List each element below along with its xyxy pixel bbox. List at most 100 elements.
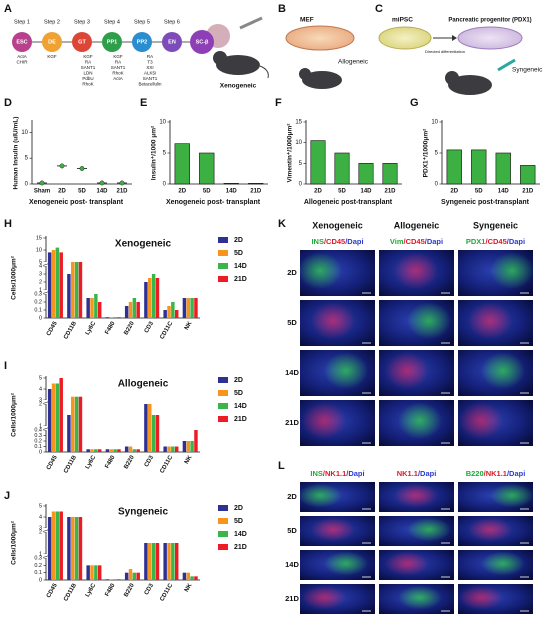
bar xyxy=(86,565,90,580)
bar xyxy=(155,415,160,452)
bar xyxy=(174,446,179,452)
x-tick-label: 21D xyxy=(522,189,534,195)
bar xyxy=(190,441,194,452)
dot xyxy=(59,163,65,169)
step-label: Step 5 xyxy=(134,19,150,25)
y-tick-label: 4 xyxy=(39,514,42,520)
bar xyxy=(132,449,137,452)
axis-break xyxy=(43,554,49,558)
stain-part: /Dapi xyxy=(507,469,525,478)
y-tick-label: 0 xyxy=(39,315,42,321)
bar xyxy=(97,565,102,580)
axis-break xyxy=(43,528,49,532)
y-tick-label: 1 xyxy=(39,423,42,429)
panel-letter: E xyxy=(140,97,147,109)
factor: RA xyxy=(85,60,91,65)
factor: RA xyxy=(147,54,153,59)
factor: KGF xyxy=(47,54,57,59)
x-tick-label: 2D xyxy=(314,189,322,195)
signal xyxy=(302,402,346,440)
factor: RhoK xyxy=(112,71,123,76)
panel-letter: J xyxy=(4,490,10,502)
y-tick-label: 0.1 xyxy=(34,307,42,313)
x-tick-label: B220 xyxy=(123,582,136,598)
stain-label: Vim/CD45/Dapi xyxy=(390,237,443,246)
bar xyxy=(155,278,160,318)
x-tick-label: CD3 xyxy=(144,454,156,468)
stage-label: PP2 xyxy=(137,39,147,45)
y-tick-label: 0 xyxy=(25,182,29,188)
legend-swatch xyxy=(218,263,228,269)
progenitor-label: Pancreatic progenitor (PDX1) xyxy=(448,18,531,24)
y-axis-label: Insulin⁺/1000 μm² xyxy=(151,125,158,180)
x-tick-label: F480 xyxy=(104,454,116,469)
stain-part: B220 xyxy=(466,469,484,478)
y-axis-label: Human Insulin (uIU/mL) xyxy=(13,117,20,190)
bar xyxy=(67,517,71,580)
factor: SANT1 xyxy=(143,76,158,81)
legend-label: 14D xyxy=(234,531,247,538)
legend-swatch xyxy=(218,544,228,550)
x-tick-label: 2D xyxy=(450,189,458,195)
bar xyxy=(47,517,52,580)
panel-letter: L xyxy=(278,460,285,472)
bar xyxy=(163,543,167,580)
chart-title: Allogeneic xyxy=(118,379,169,390)
stain-part: PDX1 xyxy=(466,237,486,246)
x-tick-label: CD3 xyxy=(144,582,156,596)
y-tick-label: 0 xyxy=(299,182,303,188)
bar xyxy=(174,543,179,580)
chart-title: Xenogeneic xyxy=(115,239,172,250)
y-tick-label: 2 xyxy=(39,279,42,285)
x-tick-label: Ly6C xyxy=(85,582,98,598)
stage-node xyxy=(42,32,62,52)
y-tick-label: 0.1 xyxy=(34,570,42,576)
legend-label: 14D xyxy=(234,403,247,410)
bar xyxy=(128,446,133,452)
x-tick-label: NK xyxy=(184,320,194,331)
stage-node xyxy=(162,32,182,52)
panel-letter: B xyxy=(278,3,286,15)
stain-part: INS xyxy=(311,237,324,246)
y-tick-label: 5 xyxy=(25,156,29,162)
factor: RhoK xyxy=(82,82,93,87)
bar xyxy=(190,576,194,580)
signal xyxy=(407,517,451,542)
y-axis-label: PDX1⁺/1000μm² xyxy=(423,128,430,177)
bar xyxy=(109,317,113,318)
bar xyxy=(194,430,198,452)
y-tick-label: 15 xyxy=(295,120,302,126)
bar xyxy=(59,252,63,318)
x-tick-label: CD11C xyxy=(159,320,174,340)
signal xyxy=(298,252,342,290)
signal xyxy=(468,302,512,340)
step-label: Step 4 xyxy=(104,19,120,25)
x-tick-label: CD11C xyxy=(159,454,174,474)
bar xyxy=(86,449,90,452)
y-tick-label: 1 xyxy=(39,551,42,557)
x-tick-label: CD3 xyxy=(144,320,156,334)
bar xyxy=(117,449,121,452)
bar xyxy=(47,389,52,452)
dot xyxy=(99,180,105,186)
bar xyxy=(248,183,264,185)
stage-label: PP1 xyxy=(107,39,117,45)
bar xyxy=(132,298,137,318)
bar xyxy=(113,449,117,452)
signal xyxy=(490,252,534,290)
legend-label: 5D xyxy=(234,390,243,397)
bar xyxy=(113,317,117,318)
bar xyxy=(51,511,56,580)
x-tick-label: NK xyxy=(184,582,194,593)
stain-part: /NK1.1 xyxy=(484,469,507,478)
panel-b-label: Allogeneic xyxy=(338,59,369,66)
signal xyxy=(398,402,442,440)
y-tick-label: 5 xyxy=(39,259,42,265)
bar xyxy=(471,149,487,185)
stain-part: NK1.1 xyxy=(397,469,418,478)
legend-label: 21D xyxy=(234,276,247,283)
x-tick-label: CD11B xyxy=(63,454,78,474)
bar xyxy=(136,572,140,580)
bar xyxy=(174,310,179,318)
row-label: 5D xyxy=(287,318,297,327)
